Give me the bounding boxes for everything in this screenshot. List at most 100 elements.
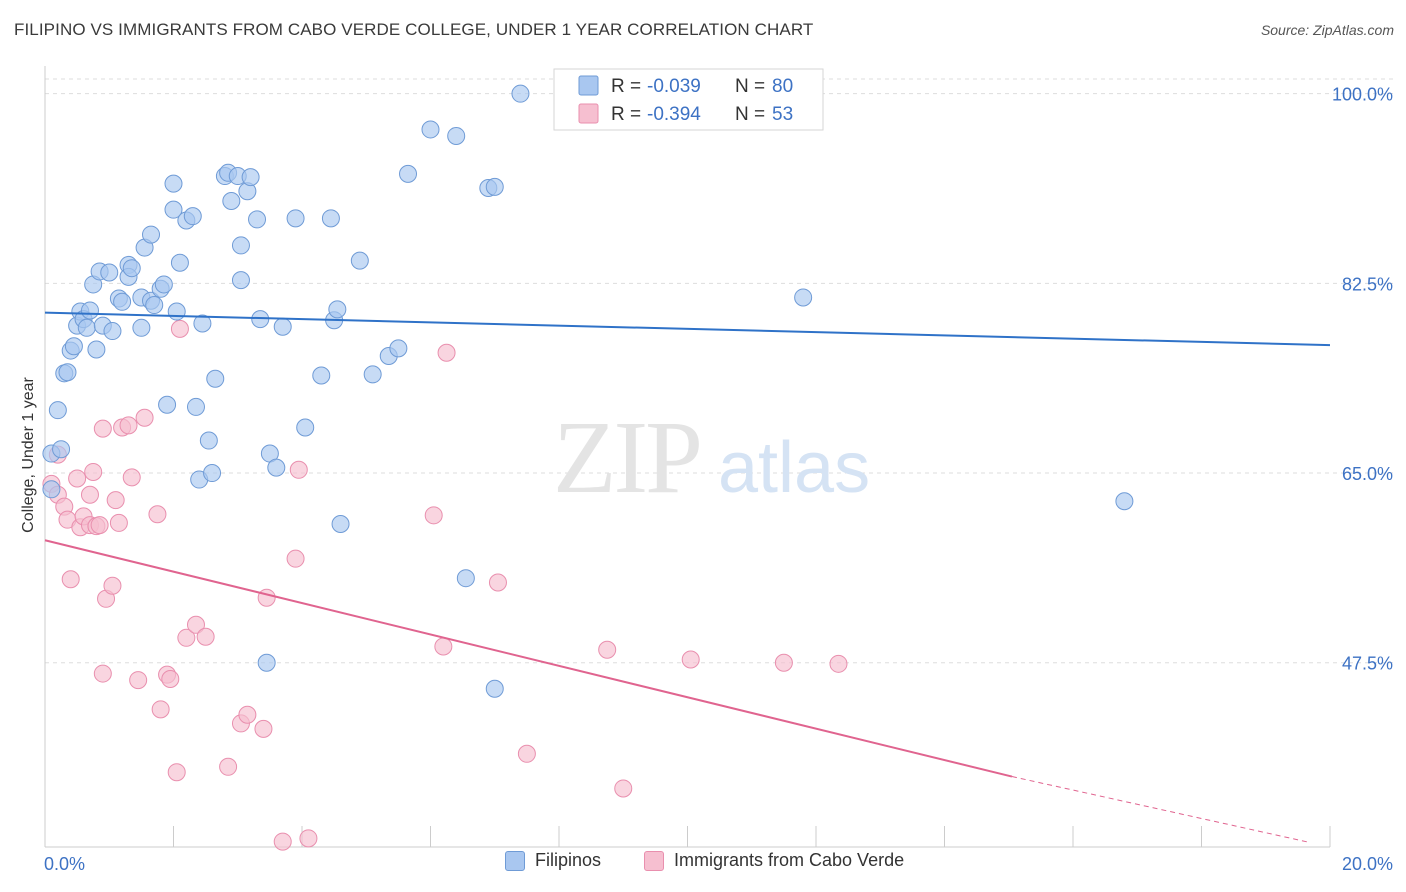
cabo-verde-point bbox=[122, 468, 141, 487]
cabo-verde-point bbox=[254, 719, 273, 738]
filipino-point bbox=[132, 318, 151, 337]
cabo-verde-swatch bbox=[578, 103, 599, 124]
cabo-verde-point bbox=[84, 462, 103, 481]
bottom-legend: Filipinos Immigrants from Cabo Verde bbox=[0, 850, 1406, 880]
watermark-zip: ZIP bbox=[553, 400, 700, 515]
filipino-point bbox=[48, 401, 67, 420]
filipino-point bbox=[331, 514, 350, 533]
cabo-verde-point bbox=[774, 653, 793, 672]
cabo-verde-point bbox=[167, 763, 186, 782]
filipino-point bbox=[58, 363, 77, 382]
filipino-swatch bbox=[578, 75, 599, 96]
filipino-point bbox=[485, 679, 504, 698]
cabo-verde-trend-extension bbox=[1011, 776, 1311, 844]
filipino-n-label: N = bbox=[735, 76, 765, 97]
filipino-point bbox=[363, 365, 382, 384]
cabo-verde-point bbox=[219, 757, 238, 776]
cabo-verde-point bbox=[93, 419, 112, 438]
filipino-point bbox=[241, 168, 260, 187]
cabo-verde-point bbox=[299, 829, 318, 848]
cabo-verde-point bbox=[106, 491, 125, 510]
cabo-verde-point bbox=[196, 627, 215, 646]
cabo-verde-point bbox=[103, 576, 122, 595]
filipino-point bbox=[206, 369, 225, 388]
filipino-point bbox=[312, 366, 331, 385]
cabo-verde-point bbox=[148, 505, 167, 524]
cabo-verde-point bbox=[80, 485, 99, 504]
cabo-verde-point bbox=[68, 469, 87, 488]
filipino-point bbox=[183, 207, 202, 226]
stats-legend-box bbox=[553, 68, 824, 131]
legend-item-cabo-verde[interactable]: Immigrants from Cabo Verde bbox=[644, 850, 904, 871]
cabo-verde-point bbox=[257, 588, 276, 607]
cabo-verde-point bbox=[186, 615, 205, 634]
filipino-point bbox=[103, 322, 122, 341]
filipino-point bbox=[421, 120, 440, 139]
legend-label-filipinos: Filipinos bbox=[535, 850, 602, 870]
grid-layer: 47.5% 65.0% 82.5% 100.0% bbox=[45, 78, 1395, 674]
legend-swatch-filipinos bbox=[505, 850, 525, 871]
filipino-point bbox=[296, 418, 315, 437]
filipino-point bbox=[399, 164, 418, 183]
filipino-n-value: 80 bbox=[772, 76, 793, 97]
cabo-verde-point bbox=[681, 650, 700, 669]
filipino-point bbox=[42, 480, 61, 499]
cabo-verde-point bbox=[93, 664, 112, 683]
cabo-verde-point bbox=[61, 570, 80, 589]
cabo-verde-point bbox=[177, 628, 196, 647]
cabo-verde-point bbox=[437, 343, 456, 362]
cabo-verde-n-label: N = bbox=[735, 104, 765, 125]
y-tick-label: 82.5% bbox=[1342, 274, 1393, 294]
legend-item-filipinos[interactable]: Filipinos bbox=[505, 850, 601, 871]
filipino-point bbox=[350, 251, 369, 270]
filipino-point bbox=[77, 318, 96, 337]
filipino-point bbox=[1115, 492, 1134, 511]
cabo-verde-point bbox=[829, 654, 848, 673]
legend-swatch-cabo-verde bbox=[644, 850, 664, 871]
filipino-r-label: R = bbox=[611, 76, 641, 97]
filipino-point bbox=[321, 209, 340, 228]
filipino-point bbox=[231, 271, 250, 290]
filipino-point bbox=[154, 275, 173, 294]
trend-layer bbox=[44, 311, 1331, 844]
cabo-verde-point bbox=[170, 319, 189, 338]
cabo-verde-point bbox=[488, 573, 507, 592]
cabo-verde-point bbox=[598, 640, 617, 659]
cabo-verde-point bbox=[238, 705, 257, 724]
watermark: ZIP atlas bbox=[553, 400, 870, 515]
watermark-atlas: atlas bbox=[718, 428, 870, 508]
source-label: Source: ZipAtlas.com bbox=[1260, 22, 1394, 38]
cabo-verde-r-label: R = bbox=[611, 104, 641, 125]
filipino-point bbox=[511, 84, 530, 103]
x-tick-label-max: 20.0% bbox=[1342, 854, 1393, 874]
filipino-point bbox=[100, 263, 119, 282]
filipino-point bbox=[158, 395, 177, 414]
filipino-point bbox=[87, 340, 106, 359]
y-tick-label: 47.5% bbox=[1342, 654, 1393, 674]
filipino-r-value: -0.039 bbox=[647, 76, 701, 97]
y-tick-label: 100.0% bbox=[1332, 85, 1393, 105]
filipino-point bbox=[222, 191, 241, 210]
filipino-point bbox=[167, 302, 186, 321]
chart-title: FILIPINO VS IMMIGRANTS FROM CABO VERDE C… bbox=[14, 20, 814, 39]
filipino-point bbox=[485, 177, 504, 196]
cabo-verde-point bbox=[424, 506, 443, 525]
cabo-verde-point bbox=[129, 671, 148, 690]
filipino-point bbox=[170, 253, 189, 272]
filipino-point bbox=[286, 209, 305, 228]
cabo-verde-point bbox=[286, 549, 305, 568]
filipino-point bbox=[113, 292, 132, 311]
filipino-point bbox=[186, 397, 205, 416]
cabo-verde-n-value: 53 bbox=[772, 104, 793, 125]
filipino-point bbox=[193, 314, 212, 333]
filipino-point bbox=[64, 337, 83, 356]
cabo-verde-point bbox=[161, 669, 180, 688]
filipino-point bbox=[328, 300, 347, 319]
y-axis-label: College, Under 1 year bbox=[20, 377, 37, 533]
filipino-points bbox=[42, 84, 1134, 698]
cabo-verde-point bbox=[109, 513, 128, 532]
cabo-verde-point bbox=[90, 516, 109, 535]
filipino-point bbox=[80, 301, 99, 320]
cabo-verde-point bbox=[289, 460, 308, 479]
